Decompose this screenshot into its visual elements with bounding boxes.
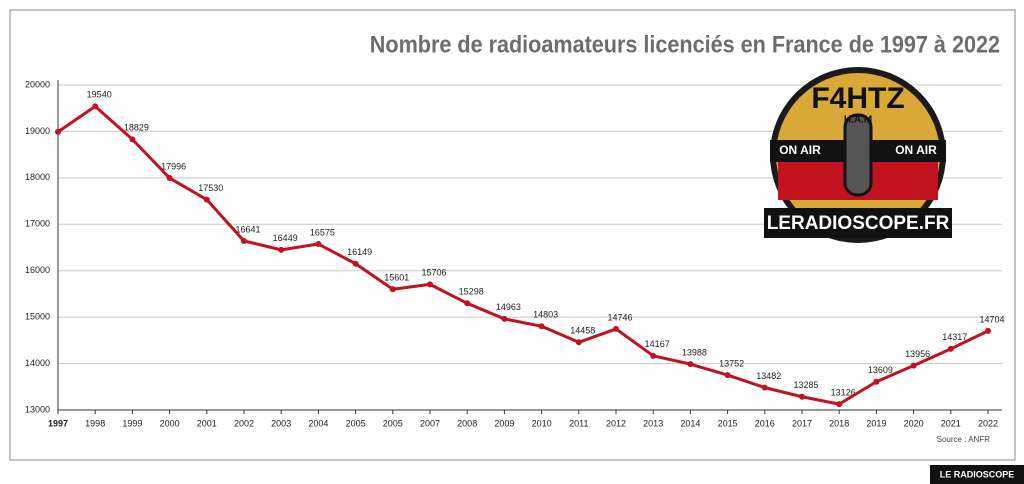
- data-label: 16575: [310, 227, 335, 237]
- x-tick-label: 1997: [48, 418, 68, 428]
- data-label: 17530: [198, 183, 223, 193]
- x-tick-label: 2007: [420, 418, 440, 428]
- data-label: 14963: [496, 302, 521, 312]
- point: [315, 241, 322, 248]
- data-label: 14746: [607, 312, 632, 322]
- data-label: 17996: [161, 161, 186, 171]
- x-tick-label: 2005: [346, 418, 366, 428]
- point: [203, 196, 210, 203]
- data-label: 14458: [570, 326, 595, 336]
- data-label: 16641: [235, 224, 260, 234]
- x-tick-label: 2011: [569, 418, 588, 428]
- x-tick-label: 2022: [978, 418, 998, 428]
- data-label: 13752: [719, 358, 744, 368]
- x-tick-label: 2003: [271, 418, 291, 428]
- x-tick-label: 2002: [234, 418, 254, 428]
- x-tick-label: 2017: [792, 418, 812, 428]
- data-label: 19540: [87, 90, 112, 100]
- footer-tag: [930, 465, 1024, 484]
- point: [761, 384, 768, 391]
- x-tick-label: 2012: [606, 418, 626, 428]
- logo-callsign: F4HTZ: [811, 82, 904, 115]
- y-tick-label: 18000: [25, 172, 50, 182]
- data-label: 16149: [347, 247, 372, 257]
- point: [352, 260, 359, 267]
- point: [724, 372, 731, 379]
- x-tick-label: 2020: [904, 418, 924, 428]
- data-label: 13285: [793, 380, 818, 390]
- data-label: 13956: [905, 349, 930, 359]
- x-tick-label: 2014: [680, 418, 700, 428]
- point: [687, 361, 694, 368]
- logo-banner: [764, 208, 952, 238]
- point: [650, 352, 657, 359]
- point: [464, 300, 471, 307]
- point: [389, 286, 396, 293]
- point: [947, 345, 954, 352]
- x-tick-label: 2013: [643, 418, 663, 428]
- x-tick-label: 2016: [755, 418, 775, 428]
- point: [241, 237, 247, 244]
- data-label: 14704: [979, 314, 1004, 324]
- x-tick-label: 2019: [866, 418, 886, 428]
- logo-on-air: ON AIR: [895, 143, 937, 157]
- logo-mic: [843, 113, 873, 197]
- y-tick-label: 16000: [25, 265, 50, 275]
- y-tick-label: 14000: [25, 358, 50, 368]
- point: [575, 339, 582, 346]
- line: [57, 104, 989, 406]
- y-tick-label: 19000: [25, 126, 50, 136]
- point: [129, 136, 136, 143]
- x-tick-label: 2005: [383, 418, 403, 428]
- data-label: 14803: [533, 310, 558, 320]
- x-tick-label: 2021: [941, 418, 961, 428]
- x-tick-label: 2000: [160, 418, 180, 428]
- point: [613, 325, 619, 332]
- point: [55, 128, 61, 135]
- x-tick-label: 1999: [122, 418, 142, 428]
- point: [538, 323, 545, 330]
- point: [501, 315, 508, 322]
- x-tick-label: 1998: [85, 418, 105, 428]
- data-label: 15298: [459, 287, 484, 297]
- data-label: 14167: [645, 339, 670, 349]
- data-label: 18829: [124, 123, 149, 133]
- logo-site: LERADIOSCOPE.FR: [767, 213, 950, 234]
- x-tick-label: 2015: [718, 418, 738, 428]
- y-tick-label: 15000: [25, 312, 50, 322]
- source: Source : ANFR: [937, 435, 991, 444]
- data-label: 13482: [756, 371, 781, 381]
- logo-ham: H.A.M: [844, 115, 872, 126]
- point: [427, 281, 433, 288]
- x-tick-label: 2004: [308, 418, 328, 428]
- data-label: 15706: [421, 268, 446, 278]
- y-tick-label: 17000: [25, 219, 50, 229]
- point: [799, 393, 805, 400]
- logo-on-air: ON AIR: [779, 143, 821, 157]
- y-tick-label: 13000: [25, 404, 50, 414]
- point: [873, 378, 880, 385]
- point: [166, 175, 173, 182]
- logo: F4HTZ H.A.M ON AIR ON AIR LERADIOSCOPE.F…: [764, 67, 952, 243]
- x-tick-label: 2010: [532, 418, 552, 428]
- x-tick-label: 2008: [457, 418, 477, 428]
- point: [92, 103, 99, 110]
- point: [910, 362, 917, 369]
- data-label: 14317: [942, 332, 967, 342]
- data-label: 13609: [868, 365, 893, 375]
- data-label: 13988: [682, 348, 707, 358]
- data-label: 13126: [831, 388, 856, 398]
- point: [985, 327, 991, 334]
- x-tick-label: 2001: [197, 418, 217, 428]
- point: [278, 246, 285, 253]
- x-tick-label: 2009: [494, 418, 514, 428]
- point: [836, 401, 843, 408]
- footer: LE RADIOSCOPE: [940, 469, 1015, 479]
- data-label: 15601: [384, 273, 409, 283]
- y-tick-label: 20000: [25, 79, 50, 89]
- chart-title: Nombre de radioamateurs licenciés en Fra…: [370, 30, 1000, 57]
- data-label: 16449: [273, 233, 298, 243]
- x-tick-label: 2018: [829, 418, 849, 428]
